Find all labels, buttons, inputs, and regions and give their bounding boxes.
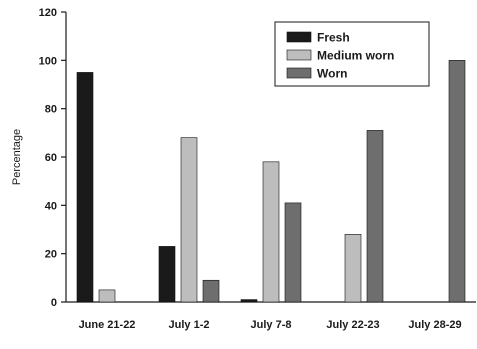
- bar-worn: [448, 60, 466, 303]
- bar-medium-worn: [180, 137, 198, 303]
- x-category-label: July 7-8: [251, 319, 292, 331]
- y-tick-label: 80: [45, 104, 57, 116]
- bar-medium-worn: [98, 289, 116, 303]
- y-axis-ticks: 0 20 40 60 80 100 120: [39, 7, 66, 309]
- legend: Fresh Medium worn Worn: [274, 21, 430, 87]
- y-tick-label: 0: [51, 297, 57, 309]
- bar-worn: [202, 279, 220, 303]
- bar-worn: [284, 202, 302, 303]
- x-category-label: July 28-29: [408, 319, 461, 331]
- bar-medium-worn: [262, 161, 280, 303]
- y-tick-label: 120: [39, 7, 57, 19]
- bar-fresh: [76, 72, 94, 303]
- legend-swatch-fresh: [286, 31, 312, 43]
- bars: [76, 60, 466, 303]
- legend-label: Fresh: [317, 31, 350, 45]
- x-axis-labels: June 21-22 July 1-2 July 7-8 July 22-23 July…: [79, 319, 462, 331]
- bar-medium-worn: [344, 234, 362, 303]
- y-tick-label: 40: [45, 200, 57, 212]
- x-category-label: July 22-23: [326, 319, 379, 331]
- y-tick-label: 100: [39, 55, 57, 67]
- legend-label: Worn: [317, 67, 347, 81]
- bar-worn: [366, 130, 384, 303]
- y-axis-title: Percentage: [11, 129, 23, 185]
- x-category-label: July 1-2: [169, 319, 210, 331]
- legend-label: Medium worn: [317, 49, 394, 63]
- x-category-label: June 21-22: [79, 319, 136, 331]
- bar-fresh: [158, 246, 176, 303]
- bar-fresh: [240, 299, 258, 303]
- legend-swatch-medium-worn: [286, 49, 312, 61]
- y-tick-label: 20: [45, 249, 57, 261]
- legend-swatch-worn: [286, 67, 312, 79]
- y-tick-label: 60: [45, 152, 57, 164]
